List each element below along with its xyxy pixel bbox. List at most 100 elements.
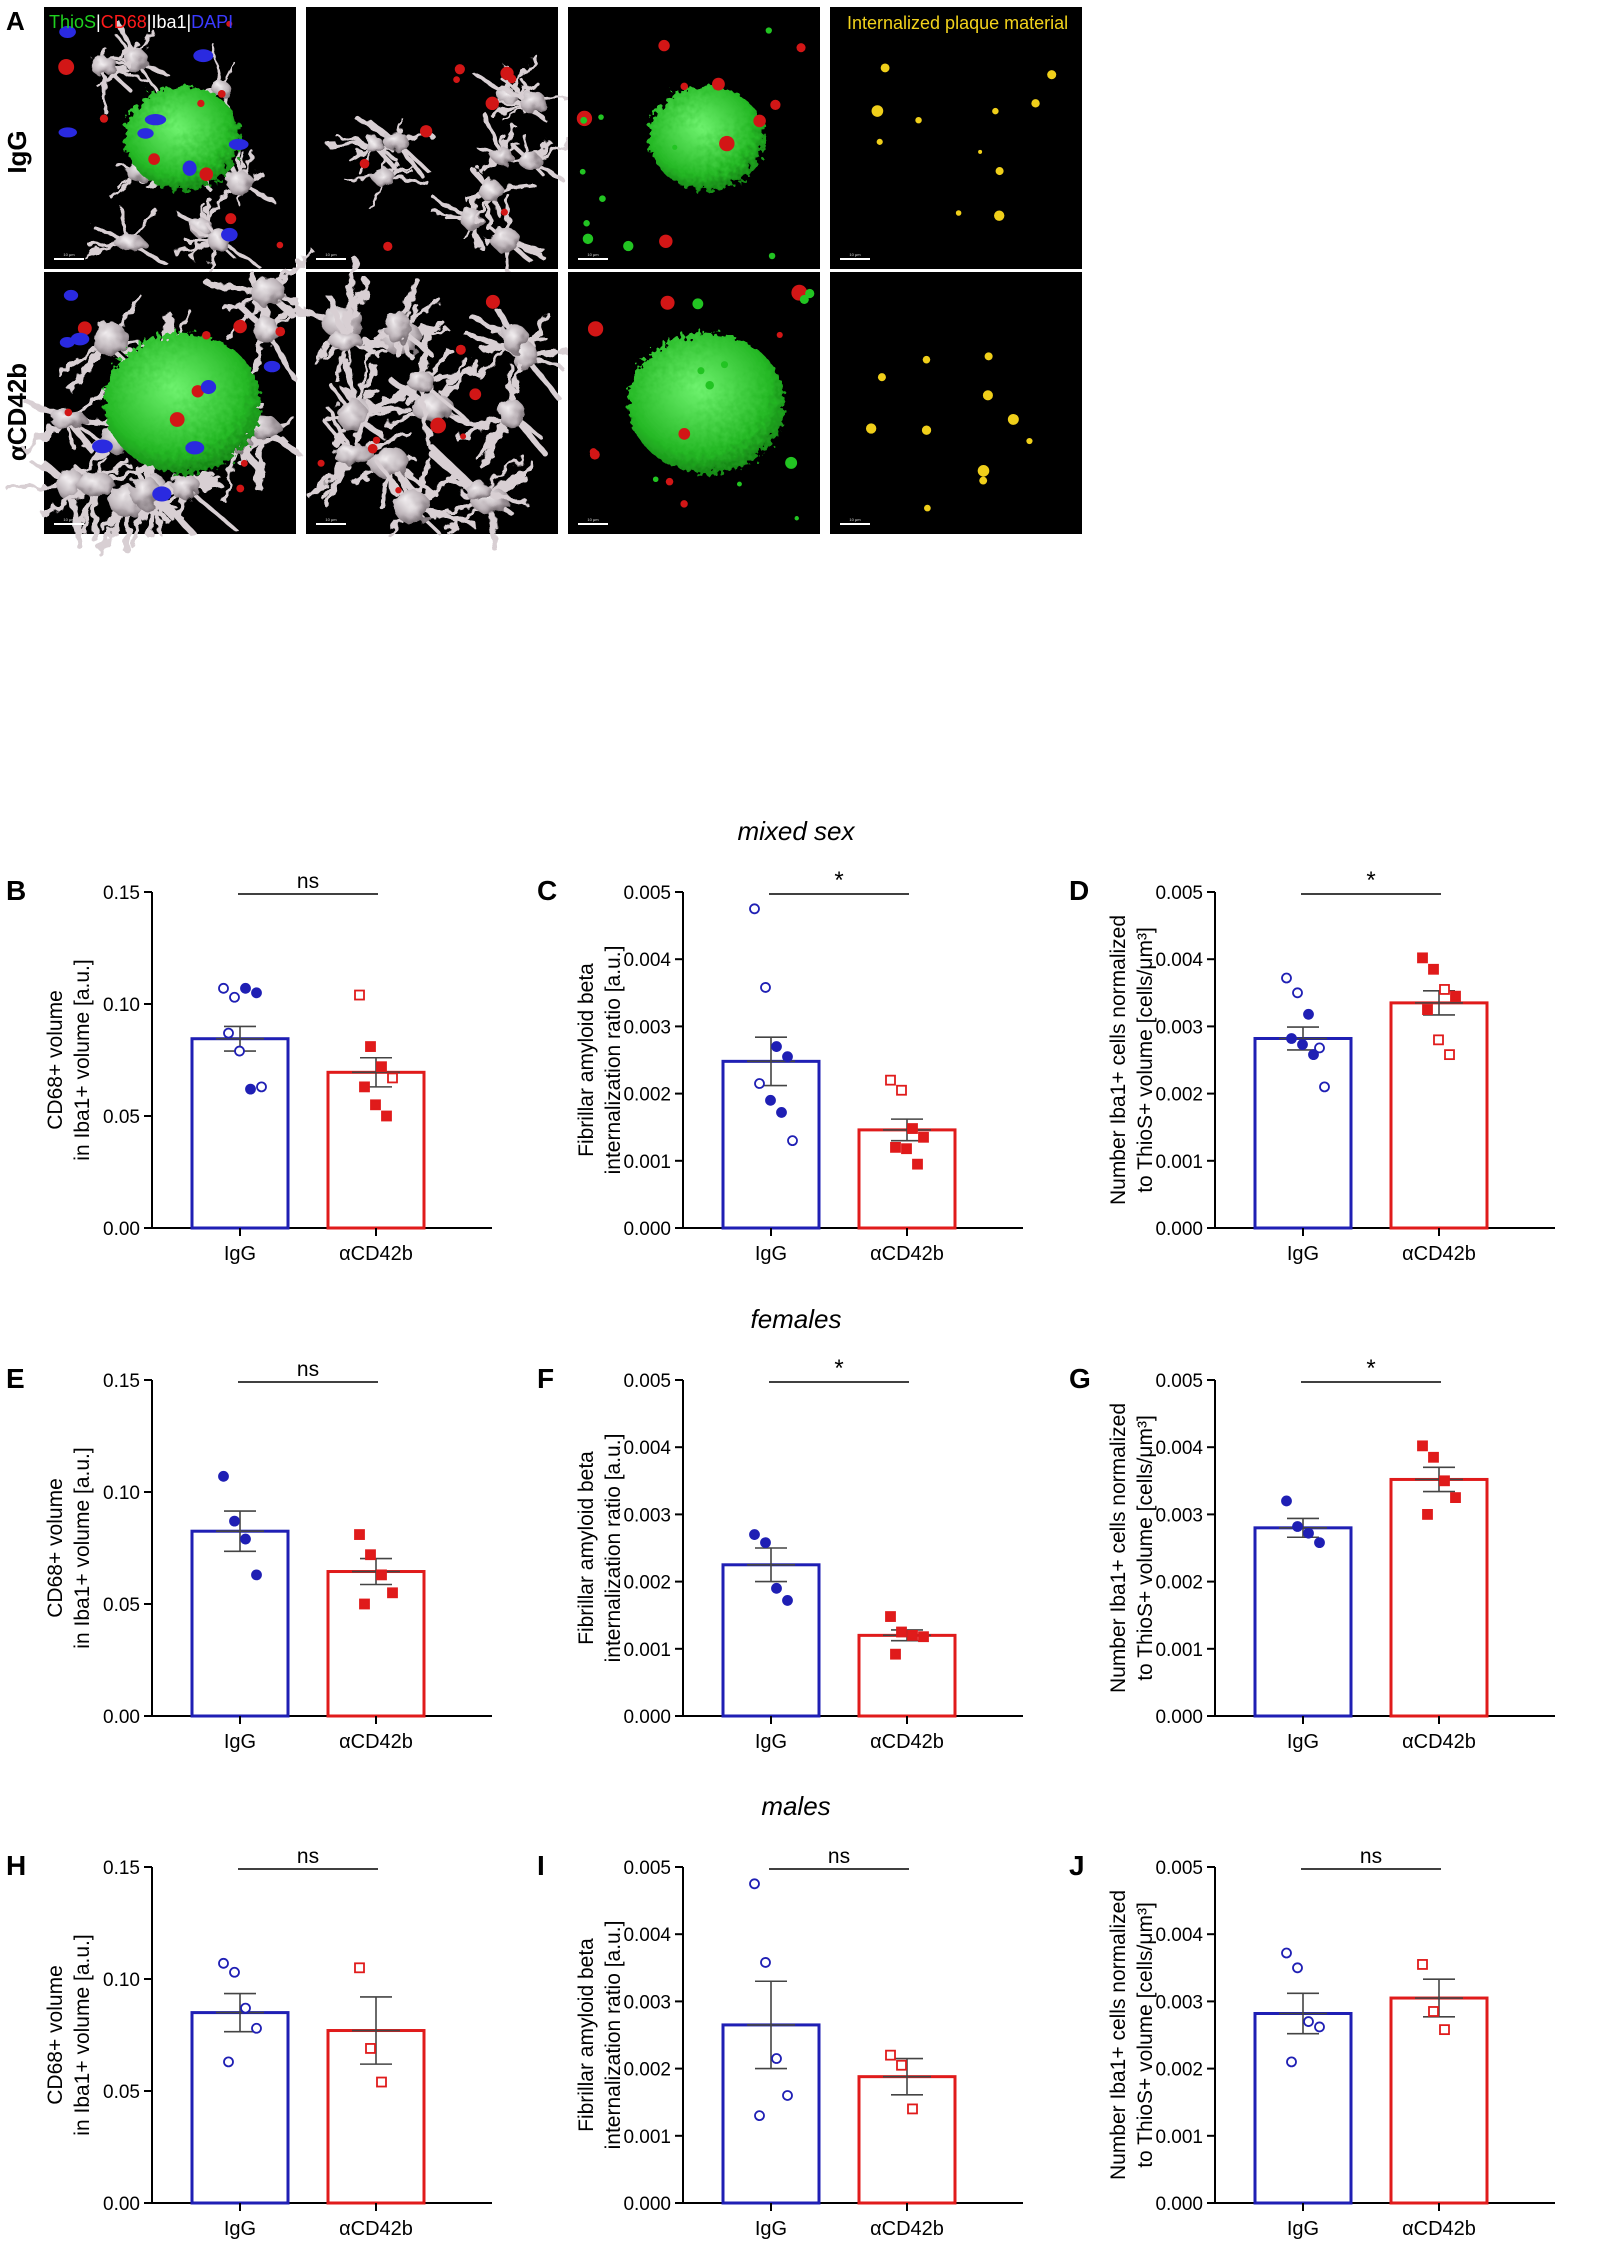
data-point (240, 2002, 251, 2014)
dapi-nucleus (221, 227, 238, 242)
data-point (223, 1027, 234, 1039)
data-point (229, 991, 240, 1003)
bar-cd42b (1389, 1477, 1489, 1718)
microglia-soma (90, 57, 119, 76)
x-tick-label-cd42b: αCD42b (870, 2218, 944, 2240)
section-title-mixed-sex: mixed sex (737, 816, 855, 846)
y-tick-label: 0.000 (623, 1219, 671, 1240)
cd68-signal (776, 331, 783, 338)
internalized-plaque-label: Internalized plaque material (847, 13, 1068, 33)
data-point (1422, 1004, 1433, 1016)
significance-label: ns (297, 1845, 319, 1868)
cd68-signal (500, 208, 508, 216)
microglia-soma (338, 399, 367, 433)
y-axis-label: Number Iba1+ cells normalized to ThioS+ v… (1107, 1890, 1157, 2180)
y-tick-label: 0.004 (623, 1438, 671, 1459)
data-point (1444, 1049, 1455, 1061)
scale-bar-label: 10 μm (325, 252, 337, 257)
data-point (1292, 1521, 1303, 1532)
y-tick-label: 0.004 (1155, 1925, 1203, 1946)
scale-bar-label: 10 μm (63, 517, 75, 522)
cd68-signal (660, 295, 675, 310)
y-axis-label-line: in Iba1+ volume [a.u.] (71, 959, 94, 1160)
y-tick-label: 0.002 (623, 1085, 671, 1106)
y-tick-label: 0.003 (623, 1505, 671, 1526)
y-axis-label-line: Number Iba1+ cells normalized (1107, 915, 1130, 1205)
data-point (901, 1143, 912, 1155)
microglia-soma (170, 474, 201, 500)
data-point (1319, 1081, 1330, 1093)
data-point (760, 1537, 771, 1549)
data-point (1281, 972, 1292, 984)
panel-letter-i: I (537, 1850, 545, 1881)
bar-igg (1253, 1526, 1353, 1718)
data-point (771, 1582, 782, 1594)
microglia-soma (123, 47, 148, 73)
internalized-plaque-spot (876, 138, 883, 145)
data-point (754, 2110, 765, 2122)
y-axis-label: Fibrillar amyloid beta internalization ra… (575, 946, 625, 1175)
data-point (376, 1569, 387, 1581)
cd68-signal (99, 114, 109, 123)
microglia-soma (464, 481, 491, 501)
chart-panel-j: J Number Iba1+ cells normalized to ThioS+ … (1069, 1845, 1555, 2240)
microglia-soma (367, 447, 411, 478)
data-point (365, 1041, 376, 1052)
microglia-soma (130, 475, 159, 509)
y-tick-label: 0.000 (623, 2194, 671, 2215)
y-axis-label-line: in Iba1+ volume [a.u.] (71, 1447, 94, 1648)
data-point (1439, 2024, 1450, 2036)
data-point (918, 1131, 929, 1143)
y-tick-label: 0.002 (1155, 1085, 1203, 1106)
x-tick-label-igg: IgG (224, 1731, 256, 1753)
data-point (749, 903, 760, 915)
cd68-signal (236, 484, 245, 493)
dapi-nucleus (137, 128, 154, 139)
y-tick-label: 0.003 (1155, 1505, 1203, 1526)
data-point (896, 1626, 907, 1638)
data-point (1286, 1033, 1297, 1044)
thios-plaque (628, 332, 785, 474)
y-tick-label: 0.002 (623, 1573, 671, 1594)
y-axis-label-line: internalization ratio [a.u.] (602, 1434, 625, 1663)
x-tick-label-igg: IgG (755, 1243, 787, 1265)
y-tick-label: 0.05 (103, 2082, 140, 2103)
cd68-signal (678, 428, 691, 440)
data-point (1314, 1042, 1325, 1054)
thios-fragment (692, 298, 704, 310)
data-point (1281, 1947, 1292, 1959)
cd68-signal (469, 388, 482, 401)
bar-cd42b (857, 2075, 957, 2205)
data-point (1303, 1008, 1314, 1020)
thios-fragment (652, 476, 659, 483)
microglia-cells (326, 55, 574, 286)
cd68-signal (665, 477, 674, 486)
thios-fragment (765, 27, 772, 34)
cd68-signal (587, 321, 604, 337)
data-point (765, 1094, 776, 1106)
microglia-soma (363, 135, 383, 152)
microglia-soma (501, 324, 529, 353)
y-tick-label: 0.005 (623, 1371, 671, 1392)
data-point (240, 1533, 251, 1545)
dapi-nucleus (182, 160, 197, 176)
chart-panel-h: H CD68+ volume in Iba1+ volume [a.u.] 0.00 0… (6, 1845, 492, 2240)
data-point (218, 1957, 229, 1969)
y-tick-label: 0.003 (1155, 1017, 1203, 1038)
bar-igg (1253, 1036, 1353, 1230)
y-axis-label: Fibrillar amyloid beta internalization ra… (575, 1921, 625, 2150)
cd68-signal (217, 90, 226, 98)
thios-fragment (697, 367, 705, 375)
cd68-signal (455, 344, 466, 355)
significance-label: ns (828, 1845, 850, 1868)
data-point (1428, 1451, 1439, 1463)
significance-label: ns (297, 870, 319, 893)
y-tick-label: 0.003 (623, 1992, 671, 2013)
cd68-signal (796, 43, 806, 53)
data-point (251, 987, 262, 999)
y-tick-label: 0.004 (1155, 1438, 1203, 1459)
dapi-nucleus (263, 360, 281, 373)
y-tick-label: 0.002 (1155, 2060, 1203, 2081)
microglia-soma (407, 371, 435, 392)
bar-igg (1253, 2011, 1353, 2205)
